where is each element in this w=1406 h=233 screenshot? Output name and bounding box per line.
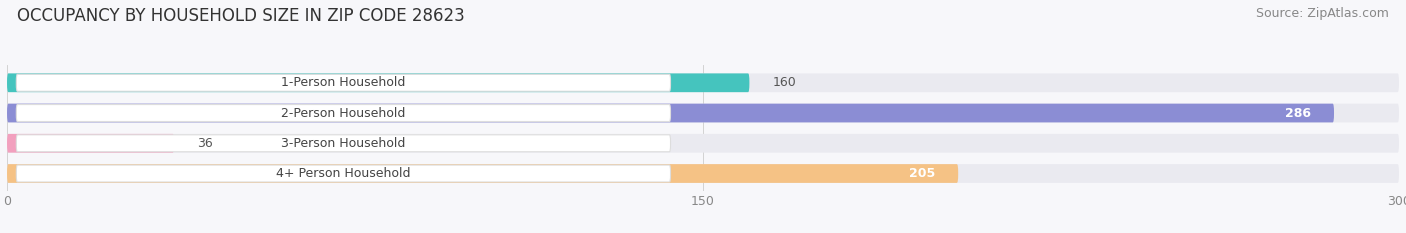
Text: 205: 205 — [908, 167, 935, 180]
Text: 160: 160 — [773, 76, 796, 89]
FancyBboxPatch shape — [17, 165, 671, 182]
FancyBboxPatch shape — [7, 134, 1399, 153]
Text: OCCUPANCY BY HOUSEHOLD SIZE IN ZIP CODE 28623: OCCUPANCY BY HOUSEHOLD SIZE IN ZIP CODE … — [17, 7, 464, 25]
FancyBboxPatch shape — [7, 104, 1399, 122]
FancyBboxPatch shape — [7, 164, 1399, 183]
Text: 1-Person Household: 1-Person Household — [281, 76, 405, 89]
FancyBboxPatch shape — [17, 105, 671, 121]
FancyBboxPatch shape — [17, 135, 671, 152]
FancyBboxPatch shape — [7, 73, 749, 92]
Text: 2-Person Household: 2-Person Household — [281, 106, 405, 120]
Text: 3-Person Household: 3-Person Household — [281, 137, 405, 150]
Text: 286: 286 — [1285, 106, 1310, 120]
FancyBboxPatch shape — [7, 104, 1334, 122]
Text: 4+ Person Household: 4+ Person Household — [276, 167, 411, 180]
FancyBboxPatch shape — [7, 134, 174, 153]
FancyBboxPatch shape — [7, 73, 1399, 92]
Text: 36: 36 — [197, 137, 214, 150]
FancyBboxPatch shape — [17, 74, 671, 91]
FancyBboxPatch shape — [7, 164, 959, 183]
Text: Source: ZipAtlas.com: Source: ZipAtlas.com — [1256, 7, 1389, 20]
